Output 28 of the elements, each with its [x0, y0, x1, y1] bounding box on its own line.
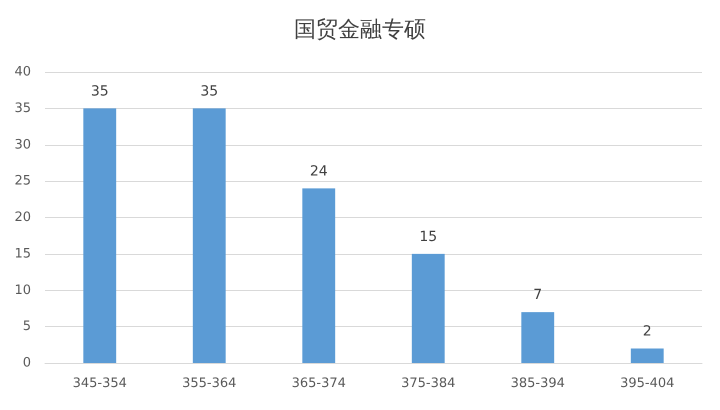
y-tick-label: 40 [14, 64, 31, 80]
y-tick-label: 25 [14, 174, 31, 189]
y-tick-label: 10 [14, 282, 31, 298]
y-tick-label: 15 [14, 246, 31, 262]
bar [192, 108, 226, 363]
x-tick-label: 385-394 [510, 376, 565, 391]
bar [630, 348, 664, 363]
bar [521, 312, 554, 363]
data-label: 7 [533, 287, 542, 304]
data-label: 2 [642, 323, 652, 340]
x-tick-label: 355-364 [182, 376, 236, 391]
bar [83, 108, 116, 363]
y-tick-label: 30 [14, 137, 31, 152]
data-label: 24 [310, 163, 328, 180]
y-tick-label: 5 [22, 319, 31, 334]
x-tick-label: 375-384 [401, 376, 456, 391]
y-tick-label: 0 [22, 356, 31, 370]
y-tick-label: 35 [14, 100, 31, 116]
data-label: 15 [419, 228, 438, 245]
bar [302, 188, 336, 363]
x-tick-label: 395-404 [620, 376, 674, 391]
data-label: 35 [90, 83, 109, 100]
x-tick-label: 345-354 [72, 376, 127, 391]
chart-title: 国贸金融专硕 [294, 18, 426, 42]
y-tick-label: 20 [14, 210, 31, 225]
x-tick-label: 365-374 [292, 376, 346, 391]
data-label: 35 [200, 83, 218, 100]
bar [412, 254, 445, 363]
